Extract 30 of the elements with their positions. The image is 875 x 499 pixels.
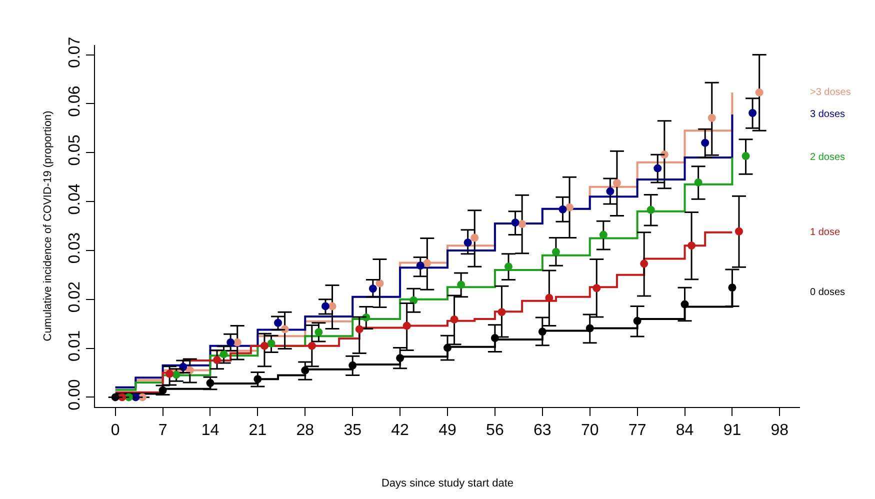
y-tick-label: 0.06 xyxy=(66,86,84,117)
y-axis-title: Cumulative incidence of COVID-19 (proportion) xyxy=(42,110,54,342)
y-tick-label: 0.00 xyxy=(66,379,84,410)
x-tick-label: 91 xyxy=(723,422,742,440)
y-tick-label: 0.04 xyxy=(66,183,84,215)
y-tick-label: 0.02 xyxy=(66,281,84,313)
x-tick-label: 28 xyxy=(296,422,314,440)
x-tick-label: 98 xyxy=(770,422,789,440)
x-tick-label: 42 xyxy=(391,422,410,440)
x-tick-label: 77 xyxy=(628,422,646,440)
y-tick-label: 0.03 xyxy=(66,232,84,264)
x-tick-label: 35 xyxy=(344,422,362,440)
text: 1 dose xyxy=(810,227,840,238)
y-tick-label: 0.07 xyxy=(66,36,84,68)
x-tick-label: 49 xyxy=(438,422,456,440)
x-tick-label: 70 xyxy=(580,422,599,440)
text: >3 doses xyxy=(810,87,851,98)
text: 2 doses xyxy=(810,152,846,163)
x-axis-title: Days since study start date xyxy=(381,477,514,490)
text: 3 doses xyxy=(810,109,846,120)
x-tick-label: 21 xyxy=(248,422,267,440)
x-tick-label: 56 xyxy=(486,422,504,440)
x-tick-label: 0 xyxy=(110,422,120,440)
y-tick-label: 0.05 xyxy=(66,134,84,166)
text: 0 doses xyxy=(810,287,846,298)
x-tick-label: 14 xyxy=(201,422,220,440)
x-tick-label: 7 xyxy=(158,422,168,440)
y-tick-label: 0.01 xyxy=(66,330,84,362)
x-tick-label: 63 xyxy=(534,422,552,440)
x-tick-label: 84 xyxy=(676,422,694,440)
